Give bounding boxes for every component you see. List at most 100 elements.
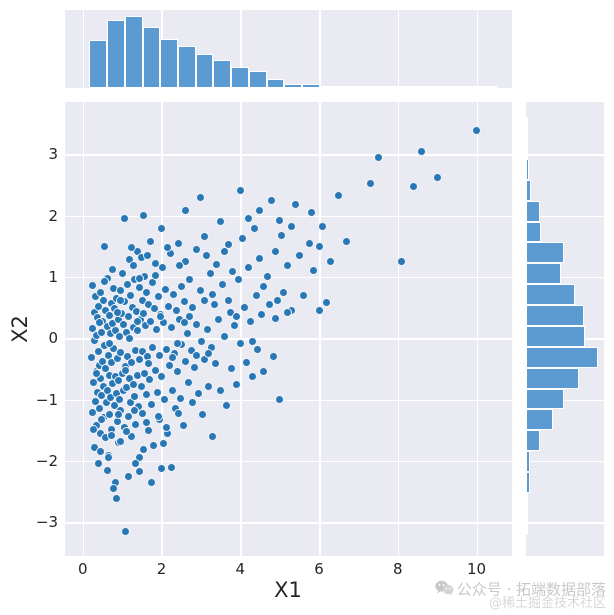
joint-scatter-panel bbox=[65, 102, 512, 556]
scatter-point bbox=[135, 467, 145, 477]
wechat-icon bbox=[434, 580, 454, 600]
right-histogram-bar bbox=[526, 179, 532, 201]
scatter-point bbox=[100, 241, 110, 251]
right-histogram-bar bbox=[526, 284, 576, 306]
top-histogram-bar bbox=[390, 85, 409, 88]
top-histogram-bar bbox=[443, 86, 462, 88]
scatter-point bbox=[97, 414, 107, 424]
right-histogram-bar bbox=[526, 409, 553, 431]
gridline-vertical bbox=[319, 102, 321, 556]
y-tick-label: −1 bbox=[36, 391, 80, 409]
scatter-point bbox=[334, 191, 344, 201]
scatter-point bbox=[93, 346, 103, 356]
scatter-point bbox=[227, 267, 237, 277]
scatter-point bbox=[197, 336, 207, 346]
scatter-point bbox=[220, 332, 229, 342]
y-tick-value: −3 bbox=[35, 513, 58, 532]
scatter-point bbox=[150, 365, 160, 375]
gridline-vertical bbox=[161, 102, 164, 556]
watermark-main-text: 公众号 · 拓端数据部落 bbox=[434, 580, 606, 600]
scatter-point bbox=[231, 379, 241, 389]
scatter-point bbox=[122, 279, 132, 289]
scatter-point bbox=[342, 236, 352, 246]
scatter-point bbox=[86, 353, 96, 363]
top-histogram-bar bbox=[213, 60, 232, 88]
scatter-point bbox=[283, 261, 292, 271]
scatter-point bbox=[409, 181, 419, 191]
scatter-point bbox=[115, 295, 125, 305]
scatter-point bbox=[168, 353, 178, 363]
gridline-horizontal bbox=[65, 522, 512, 524]
x-tick-label: 10 bbox=[467, 560, 487, 578]
scatter-point bbox=[123, 312, 133, 322]
y-axis-label: X2 bbox=[7, 315, 32, 343]
scatter-point bbox=[216, 385, 226, 395]
scatter-point bbox=[243, 263, 253, 273]
scatter-point bbox=[175, 393, 185, 403]
top-histogram-bar bbox=[248, 70, 267, 88]
scatter-point bbox=[151, 271, 161, 281]
scatter-point bbox=[125, 333, 135, 343]
scatter-point bbox=[179, 296, 189, 306]
scatter-point bbox=[243, 214, 253, 224]
scatter-point bbox=[172, 367, 182, 377]
top-histogram-bar bbox=[479, 85, 498, 88]
scatter-point bbox=[255, 206, 265, 216]
y-tick-label: −3 bbox=[36, 513, 80, 531]
x-axis-label: X1 bbox=[274, 578, 302, 602]
scatter-point bbox=[153, 412, 163, 422]
scatter-point bbox=[161, 422, 171, 432]
scatter-point bbox=[277, 230, 287, 240]
scatter-point bbox=[212, 260, 222, 270]
top-histogram-bar bbox=[160, 38, 179, 88]
top-histogram-bar bbox=[195, 54, 214, 88]
gridline-horizontal bbox=[526, 522, 604, 524]
scatter-point bbox=[229, 321, 239, 331]
scatter-point bbox=[233, 275, 243, 285]
y-tick-value: 2 bbox=[48, 206, 58, 225]
scatter-point bbox=[142, 287, 152, 297]
scatter-point bbox=[123, 412, 133, 422]
scatter-point bbox=[147, 477, 157, 487]
y-tick-label: 2 bbox=[48, 207, 68, 225]
scatter-point bbox=[290, 199, 300, 209]
scatter-point bbox=[131, 419, 141, 429]
scatter-point bbox=[322, 298, 332, 308]
gridline-horizontal bbox=[526, 154, 604, 156]
y-tick-value: 1 bbox=[48, 267, 58, 286]
right-histogram-bar bbox=[526, 451, 530, 472]
scatter-point bbox=[265, 299, 275, 309]
top-histogram-bar bbox=[284, 83, 303, 88]
scatter-point bbox=[96, 327, 106, 337]
right-histogram-bar bbox=[526, 117, 529, 139]
scatter-point bbox=[161, 344, 171, 354]
scatter-point bbox=[227, 364, 237, 374]
scatter-point bbox=[106, 430, 116, 440]
scatter-point bbox=[89, 424, 99, 434]
scatter-point bbox=[156, 463, 166, 473]
y-tick-label: −2 bbox=[36, 452, 80, 470]
gridline-vertical bbox=[82, 10, 85, 88]
scatter-point bbox=[127, 242, 137, 252]
right-histogram-bar bbox=[526, 471, 530, 493]
gridline-vertical bbox=[397, 10, 400, 88]
scatter-point bbox=[397, 257, 407, 266]
x-tick-label: 0 bbox=[77, 560, 88, 578]
scatter-point bbox=[275, 215, 285, 225]
scatter-point bbox=[183, 377, 193, 387]
y-tick-label: 3 bbox=[48, 145, 68, 163]
scatter-point bbox=[257, 310, 267, 320]
top-histogram-bar bbox=[124, 16, 143, 88]
scatter-point bbox=[204, 381, 214, 391]
scatter-point bbox=[129, 261, 139, 271]
scatter-point bbox=[218, 279, 228, 289]
gridline-horizontal bbox=[65, 215, 512, 218]
scatter-point bbox=[180, 206, 190, 216]
scatter-point bbox=[166, 462, 176, 472]
scatter-point bbox=[118, 269, 128, 279]
scatter-point bbox=[314, 306, 324, 316]
scatter-point bbox=[472, 126, 482, 136]
scatter-point bbox=[141, 321, 151, 331]
scatter-point bbox=[115, 436, 125, 446]
scatter-point bbox=[432, 172, 442, 182]
